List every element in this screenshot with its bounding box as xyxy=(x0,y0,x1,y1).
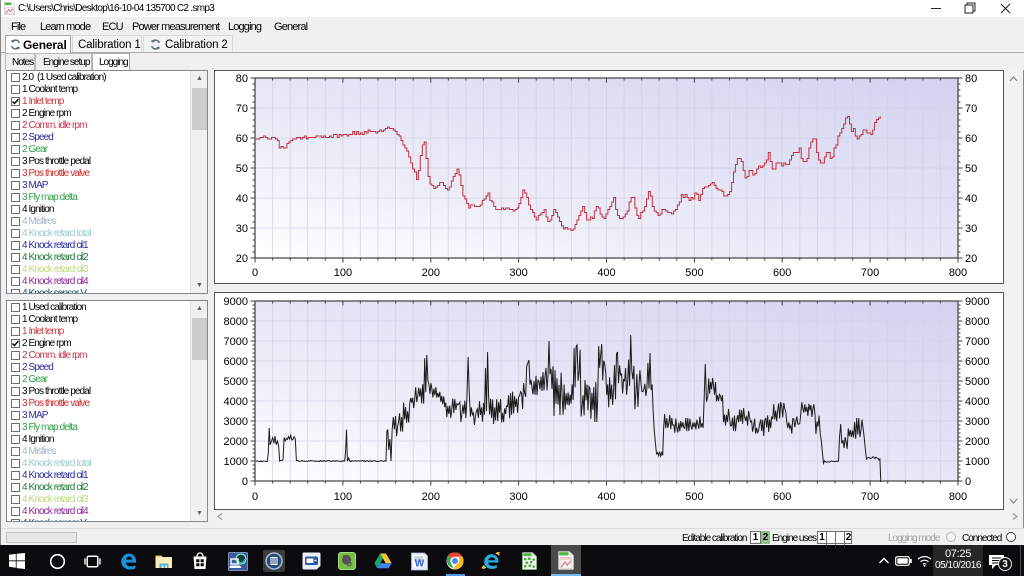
svg-text:70: 70 xyxy=(965,103,977,115)
svg-text:9000: 9000 xyxy=(224,296,248,308)
svg-text:200: 200 xyxy=(422,491,440,503)
svg-text:60: 60 xyxy=(965,133,977,145)
svg-text:20: 20 xyxy=(236,253,248,265)
svg-text:2000: 2000 xyxy=(224,436,248,448)
svg-text:800: 800 xyxy=(949,267,967,279)
svg-text:3000: 3000 xyxy=(965,416,989,428)
svg-text:80: 80 xyxy=(965,73,977,85)
svg-text:50: 50 xyxy=(965,163,977,175)
svg-text:400: 400 xyxy=(597,491,615,503)
svg-text:8000: 8000 xyxy=(965,316,989,328)
svg-text:70: 70 xyxy=(236,103,248,115)
svg-text:5000: 5000 xyxy=(224,376,248,388)
svg-text:1000: 1000 xyxy=(965,456,989,468)
svg-text:600: 600 xyxy=(773,491,791,503)
svg-text:0: 0 xyxy=(252,267,258,279)
svg-text:0: 0 xyxy=(242,476,248,488)
svg-text:8000: 8000 xyxy=(224,316,248,328)
svg-text:30: 30 xyxy=(965,223,977,235)
svg-text:9000: 9000 xyxy=(965,296,989,308)
svg-text:4000: 4000 xyxy=(965,396,989,408)
svg-text:300: 300 xyxy=(509,267,527,279)
svg-text:700: 700 xyxy=(861,491,879,503)
svg-text:600: 600 xyxy=(773,267,791,279)
svg-text:1000: 1000 xyxy=(224,456,248,468)
svg-text:6000: 6000 xyxy=(965,356,989,368)
svg-text:60: 60 xyxy=(236,133,248,145)
svg-text:W: W xyxy=(414,558,424,569)
svg-text:400: 400 xyxy=(597,267,615,279)
svg-text:80: 80 xyxy=(236,73,248,85)
svg-text:5000: 5000 xyxy=(965,376,989,388)
svg-text:700: 700 xyxy=(861,267,879,279)
svg-text:7000: 7000 xyxy=(965,336,989,348)
svg-text:30: 30 xyxy=(236,223,248,235)
svg-text:2000: 2000 xyxy=(965,436,989,448)
svg-text:0: 0 xyxy=(252,491,258,503)
svg-text:200: 200 xyxy=(422,267,440,279)
svg-text:100: 100 xyxy=(334,491,352,503)
svg-text:800: 800 xyxy=(949,491,967,503)
svg-text:500: 500 xyxy=(685,267,703,279)
svg-text:0: 0 xyxy=(965,476,971,488)
svg-text:4000: 4000 xyxy=(224,396,248,408)
svg-text:300: 300 xyxy=(509,491,527,503)
svg-text:20: 20 xyxy=(965,253,977,265)
svg-text:7000: 7000 xyxy=(224,336,248,348)
svg-text:50: 50 xyxy=(236,163,248,175)
svg-text:3000: 3000 xyxy=(224,416,248,428)
svg-text:6000: 6000 xyxy=(224,356,248,368)
svg-text:40: 40 xyxy=(965,193,977,205)
svg-text:100: 100 xyxy=(334,267,352,279)
svg-text:500: 500 xyxy=(685,491,703,503)
svg-text:40: 40 xyxy=(236,193,248,205)
